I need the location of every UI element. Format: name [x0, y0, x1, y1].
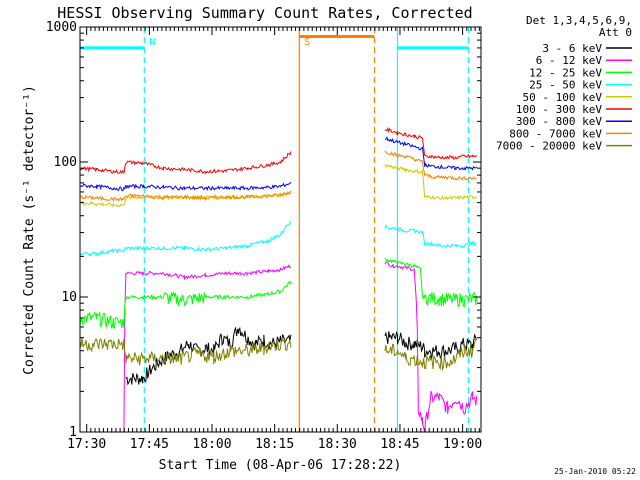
y-tick-label: 100 [54, 155, 77, 170]
series-line [123, 264, 292, 433]
series-line [79, 221, 292, 257]
y-tick-label: 10 [61, 290, 77, 305]
series-line [384, 257, 478, 309]
legend-header: Att 0 [599, 26, 632, 39]
series-line [384, 224, 477, 249]
legend-entry-label: 7000 - 20000 keV [496, 140, 602, 153]
legend-entry-label: 100 - 300 keV [516, 103, 602, 116]
axes: 1 10 100 1000 17:30 17:45 18:00 18:15 18:30 18:45… [46, 20, 483, 452]
series-line [384, 136, 478, 171]
x-tick-label: 18:30 [318, 437, 357, 452]
legend-entry-label: 6 - 12 keV [536, 54, 603, 67]
x-tick-label: 18:00 [192, 437, 231, 452]
legend-entry-label: 50 - 100 keV [523, 91, 603, 104]
series-25-50keV [79, 221, 477, 257]
y-tick-label: 1000 [46, 20, 77, 35]
series-7000-20000keV [79, 337, 478, 372]
series-line [79, 337, 292, 366]
series-3-6keV [125, 326, 478, 386]
series-line [79, 191, 292, 203]
series-300-800keV [79, 136, 478, 192]
x-tick-label: 18:45 [380, 437, 419, 452]
series-line [79, 181, 292, 192]
footer-timestamp: 25-Jan-2010 05:22 [554, 467, 636, 476]
legend-entry-label: 3 - 6 keV [542, 42, 602, 55]
series-line [384, 337, 478, 372]
series-line [384, 163, 478, 201]
x-tick-label: 17:30 [67, 437, 106, 452]
series-line [384, 330, 478, 359]
series-line [384, 126, 478, 160]
annotation-label: S [304, 37, 310, 48]
x-tick-label: 18:15 [255, 437, 294, 452]
series-line [79, 151, 292, 175]
legend-entry-label: 25 - 50 keV [529, 79, 602, 92]
series-line [384, 261, 478, 433]
series-6-12keV [123, 261, 478, 433]
chart-title: HESSI Observing Summary Count Rates, Cor… [57, 4, 472, 22]
plot-frame [79, 26, 482, 433]
series-line [384, 150, 478, 181]
series-12-25keV [79, 257, 478, 330]
series-100-300keV [79, 126, 478, 175]
series-800-7000keV [79, 150, 478, 203]
legend-header: Det 1,3,4,5,6,9, [526, 14, 632, 27]
x-axis-label: Start Time (08-Apr-06 17:28:22) [159, 458, 402, 473]
x-tick-label: 19:00 [443, 437, 482, 452]
series-line [125, 326, 292, 386]
legend-entry-label: 12 - 25 keV [529, 66, 602, 79]
series-line [79, 280, 292, 330]
legend-entry-label: 300 - 800 keV [516, 115, 602, 128]
x-tick-label: 17:45 [130, 437, 169, 452]
y-axis-label: Corrected Count Rate (s⁻¹ detector⁻¹) [22, 85, 37, 375]
y-tick-label: 1 [69, 425, 77, 440]
series-50-100keV [79, 163, 478, 208]
legend-entry-label: 800 - 7000 keV [509, 127, 602, 140]
annotation-label: N [149, 37, 155, 48]
